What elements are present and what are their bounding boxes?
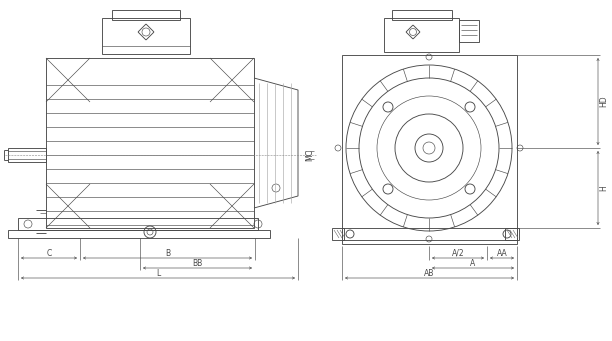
Bar <box>18 218 258 230</box>
Bar <box>342 55 517 240</box>
Bar <box>392 10 452 20</box>
Bar <box>46 58 254 228</box>
Bar <box>112 10 180 20</box>
Bar <box>8 230 270 238</box>
Bar <box>459 20 479 42</box>
Text: AA: AA <box>496 249 507 257</box>
Text: A: A <box>471 258 476 267</box>
Bar <box>384 18 459 52</box>
Text: A/2: A/2 <box>452 249 465 257</box>
Text: BB: BB <box>192 258 203 267</box>
Bar <box>102 18 190 54</box>
Text: HD: HD <box>600 96 608 107</box>
Text: H: H <box>600 185 608 191</box>
Bar <box>342 228 517 244</box>
Bar <box>505 228 519 240</box>
Bar <box>8 148 46 162</box>
Bar <box>332 228 344 240</box>
Text: AB: AB <box>424 268 435 278</box>
Text: B: B <box>165 249 170 257</box>
Text: L: L <box>156 268 160 278</box>
Text: C: C <box>47 249 51 257</box>
Text: MC: MC <box>305 149 315 161</box>
